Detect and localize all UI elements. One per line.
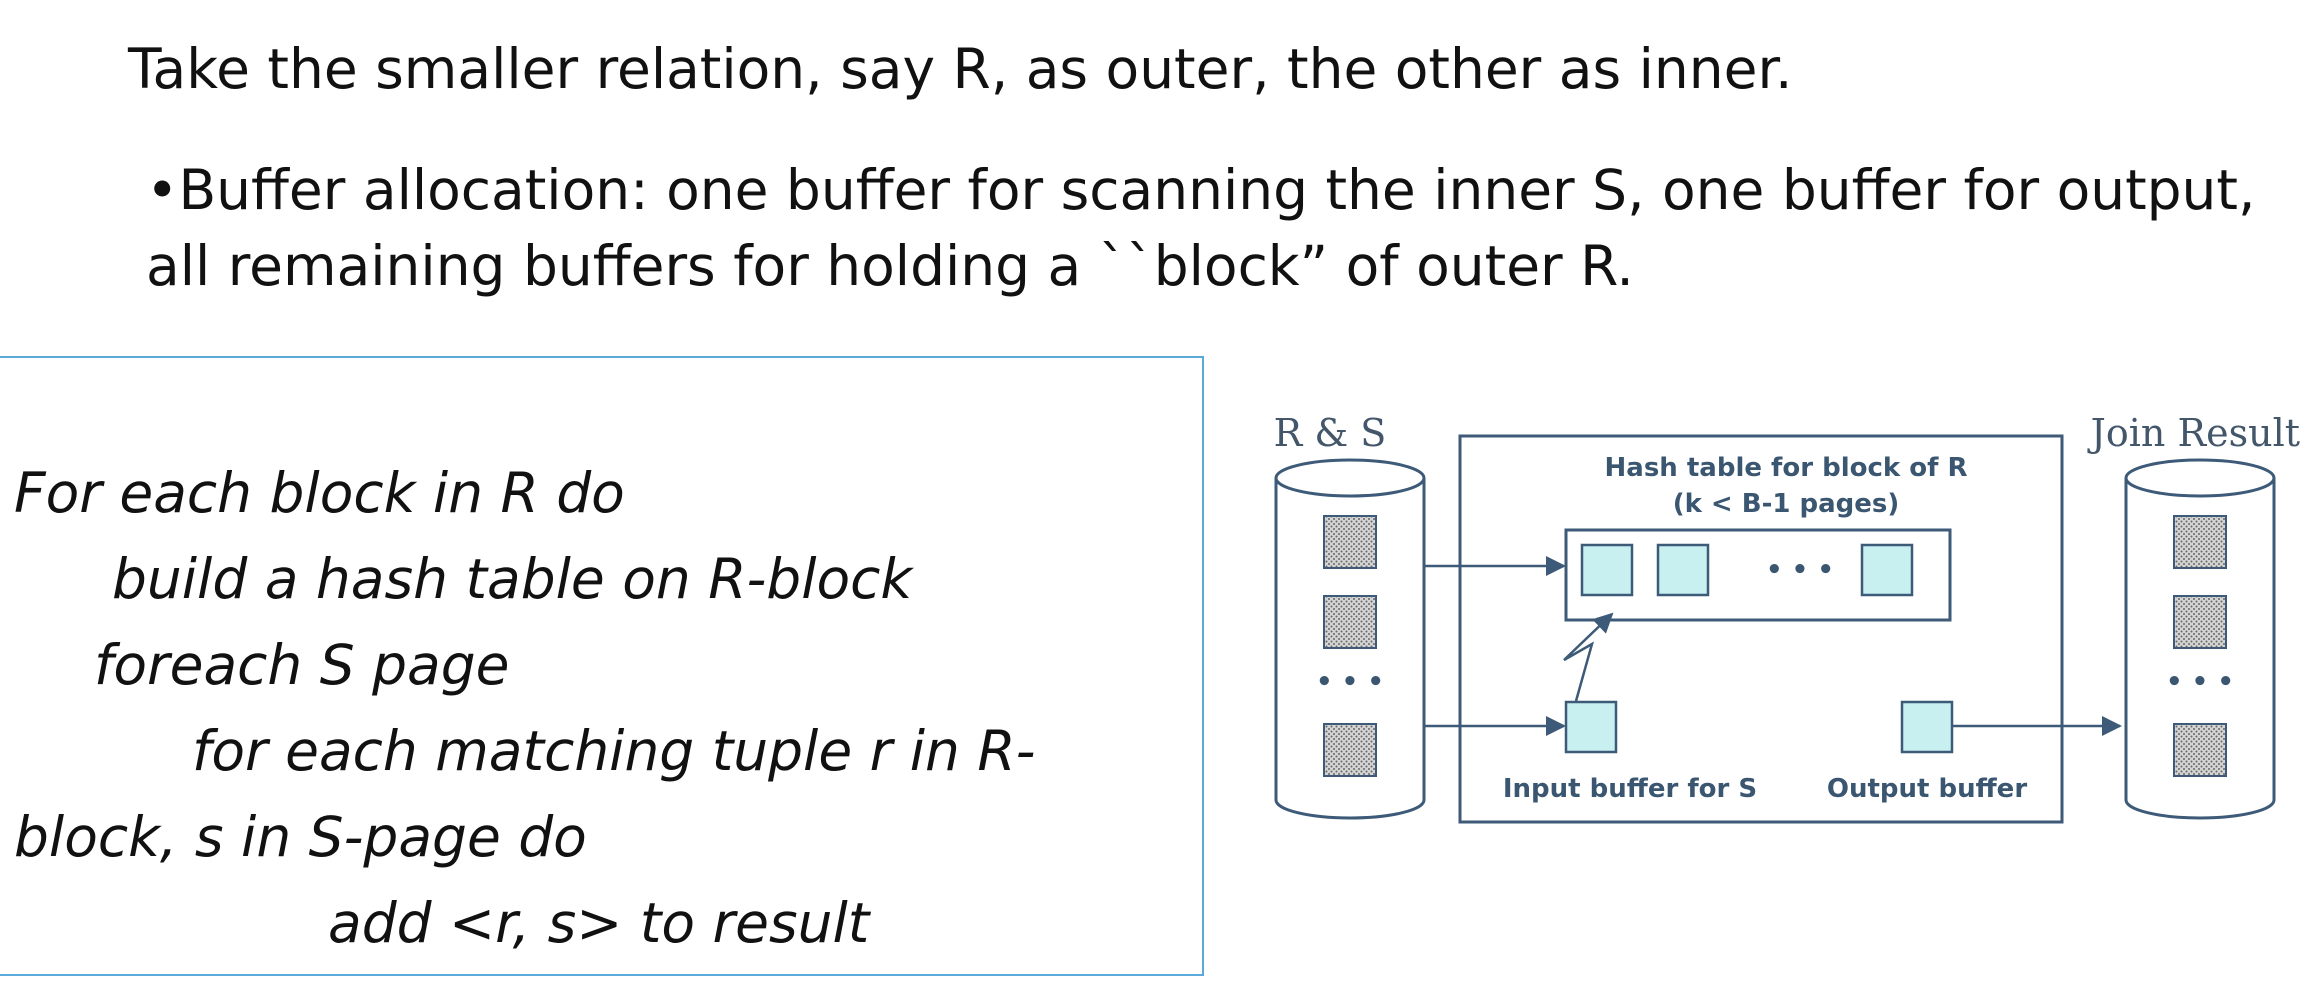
hash-page-buffer bbox=[1656, 543, 1710, 597]
result-page bbox=[2173, 515, 2227, 569]
main-memory-box bbox=[1458, 434, 2064, 824]
bullet-marker: • bbox=[146, 158, 179, 222]
relation-page bbox=[1323, 723, 1377, 777]
join-result-cylinder: • • • bbox=[2124, 458, 2276, 820]
relation-ellipsis: • • • bbox=[1316, 667, 1384, 697]
pseudocode-box: For each block in R do build a hash tabl… bbox=[0, 356, 1204, 976]
code-line-5: block, s in S-page do bbox=[14, 805, 587, 869]
bullet-text: Buffer allocation: one buffer for scanni… bbox=[146, 158, 2256, 298]
bullet-buffer-allocation: •Buffer allocation: one buffer for scann… bbox=[146, 152, 2306, 304]
block-nested-loop-hash-diagram: • • • R & S Hash table for block of R (k… bbox=[1274, 411, 2300, 824]
hash-page-buffer bbox=[1580, 543, 1634, 597]
input-relations-label: R & S bbox=[1274, 411, 1387, 455]
input-relations-cylinder: • • • bbox=[1274, 458, 1426, 820]
code-line-3: foreach S page bbox=[94, 633, 510, 697]
output-buffer bbox=[1900, 700, 1954, 754]
code-line-4: for each matching tuple r in R- bbox=[192, 719, 1036, 783]
result-ellipsis: • • • bbox=[2166, 667, 2234, 697]
input-buffer bbox=[1564, 700, 1618, 754]
output-buffer-label: Output buffer bbox=[1827, 774, 2027, 804]
code-line-1: For each block in R do bbox=[14, 461, 625, 525]
hash-table-subtitle: (k < B-1 pages) bbox=[1673, 489, 1900, 519]
code-line-2: build a hash table on R-block bbox=[112, 547, 913, 611]
hash-page-buffer bbox=[1860, 543, 1914, 597]
relation-page bbox=[1323, 595, 1377, 649]
input-buffer-label: Input buffer for S bbox=[1503, 774, 1757, 804]
hash-table-title: Hash table for block of R bbox=[1605, 453, 1968, 483]
slide-heading: Take the smaller relation, say R, as out… bbox=[128, 37, 1793, 101]
hash-ellipsis: • • • bbox=[1766, 555, 1834, 585]
code-line-6: add <r, s> to result bbox=[328, 891, 870, 955]
result-page bbox=[2173, 723, 2227, 777]
probe-arrow bbox=[1563, 612, 1614, 702]
result-page bbox=[2173, 595, 2227, 649]
relation-page bbox=[1323, 515, 1377, 569]
join-result-label: Join Result bbox=[2087, 411, 2300, 455]
